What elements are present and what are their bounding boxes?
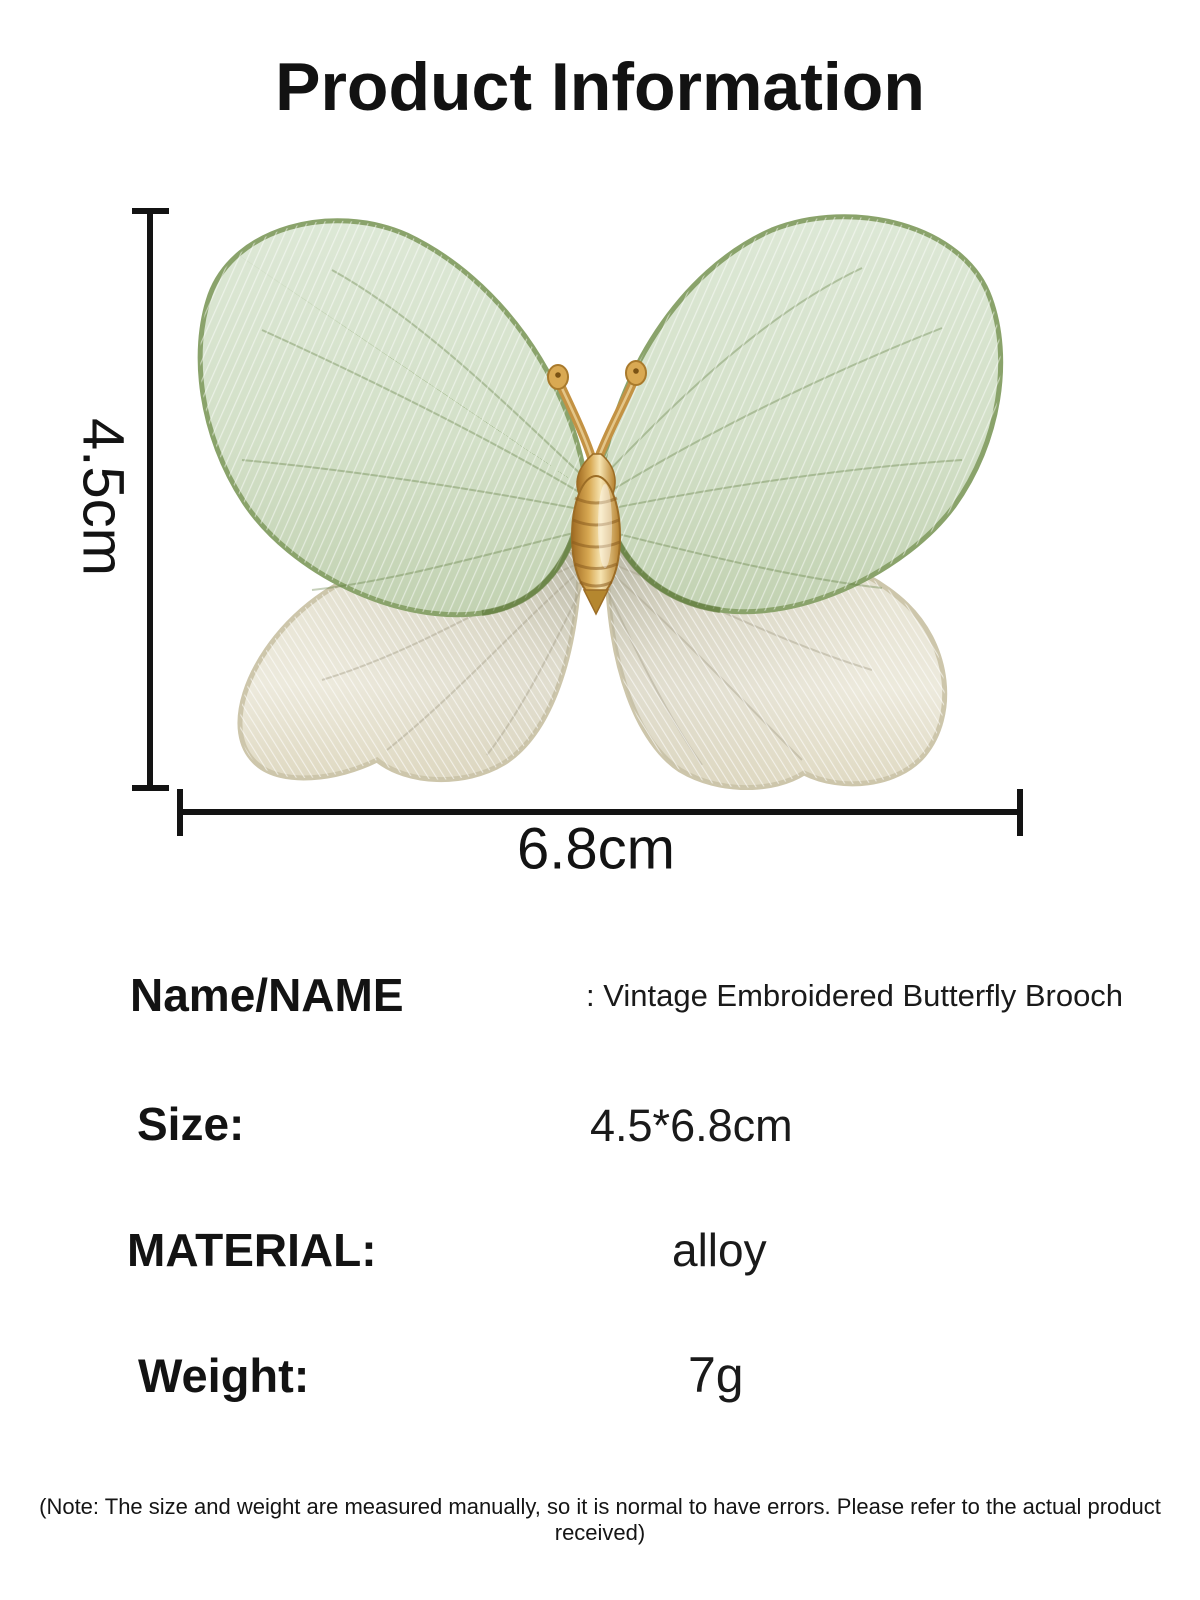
spec-label-size: Size: <box>137 1098 245 1150</box>
height-dimension-label: 4.5cm <box>70 418 136 576</box>
spec-label-material: MATERIAL: <box>127 1224 377 1276</box>
width-dimension-label: 6.8cm <box>517 816 675 882</box>
width-dimension-line <box>177 809 1023 815</box>
spec-label-weight: Weight: <box>138 1349 310 1402</box>
width-dimension-cap-left <box>177 789 183 836</box>
width-dimension-cap-right <box>1017 789 1023 836</box>
height-dimension-line <box>147 209 153 791</box>
spec-value-name: : Vintage Embroidered Butterfly Brooch <box>586 978 1124 1013</box>
spec-label-name: Name/NAME <box>130 969 404 1021</box>
page-title: Product Information <box>275 49 925 125</box>
measurement-note: (Note: The size and weight are measured … <box>39 1494 1161 1545</box>
product-image-butterfly <box>197 214 1004 790</box>
height-dimension-cap-top <box>132 208 169 214</box>
height-dimension-cap-bottom <box>132 785 169 791</box>
spec-value-material: alloy <box>672 1224 767 1276</box>
butterfly-body <box>547 360 647 616</box>
butterfly-forewings <box>197 214 1004 618</box>
spec-value-weight: 7g <box>688 1347 744 1403</box>
spec-value-size: 4.5*6.8cm <box>590 1100 793 1151</box>
